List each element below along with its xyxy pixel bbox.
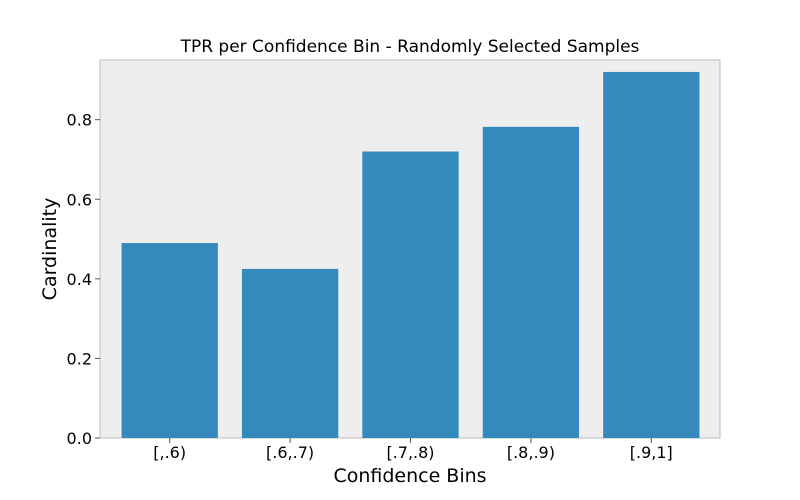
x-tick-label: [,.6) bbox=[153, 443, 186, 462]
x-axis: [,.6) [.6,.7) [.7,.8) [.8,.9) [.9,1] bbox=[153, 438, 673, 462]
y-tick-label: 0.8 bbox=[67, 111, 92, 130]
x-tick-label: [.9,1] bbox=[630, 443, 673, 462]
bar bbox=[603, 71, 700, 439]
y-tick-label: 0.6 bbox=[67, 190, 92, 209]
x-tick-label: [.8,.9) bbox=[507, 443, 555, 462]
y-tick-label: 0.4 bbox=[67, 270, 92, 289]
y-axis-label: Cardinality bbox=[39, 198, 61, 301]
bars-group bbox=[121, 71, 700, 439]
bar bbox=[121, 243, 218, 438]
bar bbox=[241, 268, 339, 438]
bar bbox=[482, 126, 580, 438]
y-tick-label: 0.0 bbox=[67, 429, 92, 448]
y-axis: 0.0 0.2 0.4 0.6 0.8 bbox=[67, 111, 100, 448]
x-axis-label: Confidence Bins bbox=[333, 465, 486, 487]
bar bbox=[362, 151, 459, 438]
x-tick-label: [.6,.7) bbox=[266, 443, 314, 462]
x-tick-label: [.7,.8) bbox=[386, 443, 434, 462]
y-tick-label: 0.2 bbox=[67, 349, 92, 368]
chart-title: TPR per Confidence Bin - Randomly Select… bbox=[180, 37, 640, 57]
